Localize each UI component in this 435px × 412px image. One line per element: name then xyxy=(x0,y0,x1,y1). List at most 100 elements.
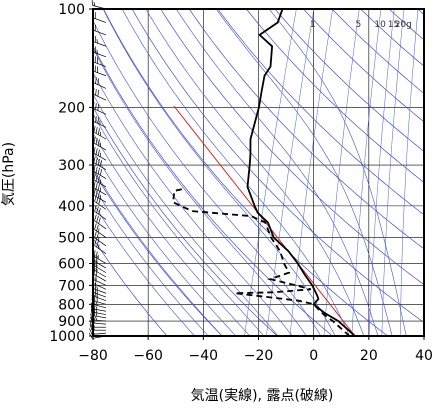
moist-adiabat xyxy=(93,47,307,336)
barb-feather xyxy=(97,90,99,97)
barb-feather xyxy=(95,103,97,110)
x-tick-label: 20 xyxy=(360,348,378,364)
barb-feather xyxy=(96,233,99,240)
temperature-line xyxy=(246,9,356,336)
wind-barb xyxy=(93,267,107,282)
wind-barb xyxy=(93,189,107,203)
y-tick-label: 500 xyxy=(58,231,85,247)
mixing-ratio-label: 10 xyxy=(374,20,386,30)
barb-feather xyxy=(94,239,97,246)
barb-feather xyxy=(97,158,100,166)
dry-adiabat xyxy=(93,170,223,336)
barb-feather xyxy=(96,289,98,295)
barb-feather xyxy=(96,49,98,54)
barb-feather xyxy=(95,148,98,155)
barb-feather xyxy=(95,316,98,321)
barb-feather xyxy=(95,190,98,197)
x-tick-label: −40 xyxy=(189,348,219,364)
y-tick-label: 100 xyxy=(58,2,85,18)
barb-feather xyxy=(96,240,99,248)
barb-feather xyxy=(93,250,96,257)
barb-feather xyxy=(95,174,98,182)
barb-feather xyxy=(95,166,98,173)
dry-adiabat xyxy=(93,237,168,336)
wind-barb xyxy=(93,165,107,179)
barb-feather xyxy=(93,156,96,163)
barb-feather xyxy=(95,309,98,314)
barb-feather xyxy=(96,286,98,291)
barb-feather xyxy=(93,189,96,196)
x-axis-label: 気温(実線), 露点(破線) xyxy=(191,388,334,404)
barb-feather xyxy=(93,165,96,172)
barb-feather xyxy=(100,169,102,176)
y-tick-label: 700 xyxy=(58,278,85,294)
barb-feather xyxy=(93,181,96,188)
x-axis-ticks: −80 −60 −40 −20 0 20 40 xyxy=(78,336,433,364)
mixing-ratio-label: 5 xyxy=(355,20,361,30)
dewpoint-line xyxy=(172,188,351,336)
barb-feather xyxy=(96,39,98,44)
mixing-ratio-line xyxy=(244,9,297,336)
mixing-ratio-line xyxy=(351,9,382,336)
y-tick-label: 1000 xyxy=(49,329,85,345)
moist-adiabat xyxy=(93,185,209,336)
barb-feather xyxy=(97,184,100,191)
x-tick-label: 40 xyxy=(415,348,433,364)
wind-barb xyxy=(93,125,107,140)
barb-feather xyxy=(97,149,100,156)
wind-barb xyxy=(93,263,107,278)
x-tick-label: 0 xyxy=(309,348,318,364)
barb-feather xyxy=(95,260,98,267)
wind-barb xyxy=(94,239,107,254)
mixing-ratio-line xyxy=(289,9,333,336)
mixing-ratio-line xyxy=(266,9,315,336)
wind-barb xyxy=(91,0,107,10)
grid-lines xyxy=(93,9,424,336)
moist-adiabat xyxy=(93,22,322,336)
y-axis-label: 気圧(hPa) xyxy=(1,142,17,206)
mixing-ratio-label: 1 xyxy=(310,20,316,30)
mixing-ratio-line xyxy=(381,9,405,336)
moist-adiabat xyxy=(215,9,393,336)
barb-feather xyxy=(95,264,98,272)
mixing-ratio-line xyxy=(400,9,419,336)
dry-adiabat xyxy=(93,106,278,336)
red-reference-line xyxy=(173,105,356,336)
barb-feather xyxy=(93,259,96,266)
profiles xyxy=(172,9,356,336)
barb-feather xyxy=(95,127,98,134)
dry-adiabat xyxy=(131,9,424,323)
moist-adiabat xyxy=(93,132,251,336)
dry-adiabat xyxy=(217,9,424,216)
barb-feather xyxy=(95,138,98,145)
moist-adiabat xyxy=(93,202,196,336)
barb-feather xyxy=(96,224,99,232)
wind-barb xyxy=(93,156,107,170)
barb-feather xyxy=(93,125,96,133)
barb-feather xyxy=(94,223,97,230)
x-tick-label: −80 xyxy=(78,348,108,364)
barb-feather xyxy=(95,157,98,164)
barb-feather xyxy=(95,305,98,310)
mixing-ratio-line xyxy=(368,9,395,336)
wind-barb xyxy=(93,254,107,269)
dry-adiabat xyxy=(93,45,334,336)
moist-adiabat xyxy=(268,9,407,336)
moist-adiabat xyxy=(102,9,336,336)
barb-feather xyxy=(93,254,96,262)
wind-barb xyxy=(94,223,107,238)
moist-adiabat xyxy=(93,113,265,336)
wind-barb xyxy=(94,214,107,230)
wind-barb xyxy=(93,173,107,188)
moist-adiabat xyxy=(93,150,237,336)
dry-adiabat xyxy=(160,9,424,286)
mixing-ratio-line xyxy=(323,9,360,336)
moist-adiabat xyxy=(93,71,293,336)
x-tick-label: −20 xyxy=(244,348,274,364)
dry-adiabat xyxy=(274,9,424,152)
wind-barb xyxy=(93,136,107,151)
barb-feather xyxy=(93,146,96,154)
barb-feather xyxy=(95,88,97,96)
